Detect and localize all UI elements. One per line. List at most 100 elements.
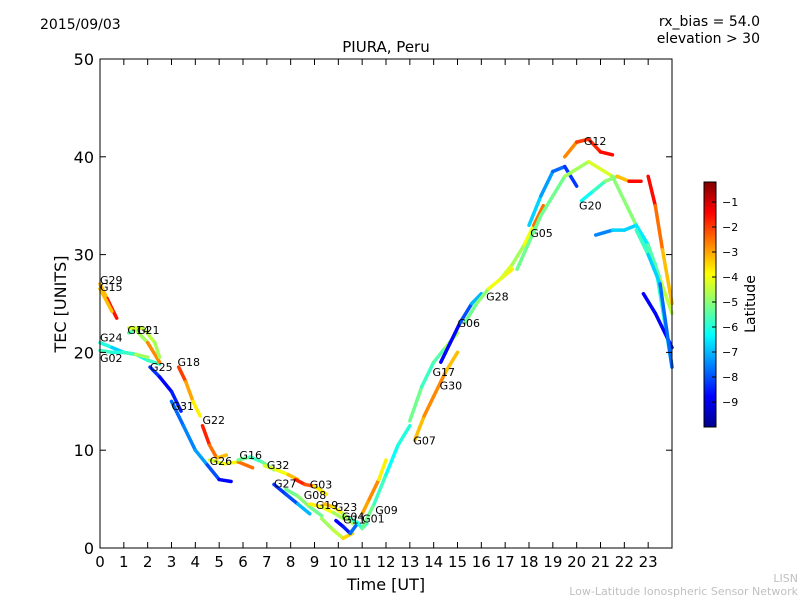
series-segment	[422, 394, 436, 418]
x-tick-label: 2	[143, 553, 153, 571]
x-tick-label: 12	[376, 553, 395, 571]
series-segment	[579, 189, 596, 203]
series-segment	[563, 159, 591, 179]
series-segment	[563, 140, 579, 159]
series-segment	[236, 455, 252, 462]
series-segment	[191, 399, 202, 418]
sat-label-g11: G11	[343, 514, 366, 527]
x-tick-label: 20	[567, 553, 586, 571]
receiver-info: rx_bias = 54.0 elevation > 30	[657, 14, 760, 48]
series-segment	[319, 505, 336, 515]
series-g06	[439, 291, 484, 364]
series-segment	[312, 484, 329, 496]
series-g18b	[634, 228, 674, 369]
x-tick-label: 7	[262, 553, 272, 571]
series-segment	[331, 505, 345, 516]
x-tick-label: 18	[519, 553, 538, 571]
colorbar-tick-label: −7	[722, 346, 738, 359]
sat-label-g02: G02	[100, 352, 123, 365]
x-tick-label: 11	[353, 553, 372, 571]
series-segment	[222, 460, 240, 466]
series-layer	[98, 137, 674, 540]
x-tick-label: 22	[615, 553, 634, 571]
series-segment	[522, 223, 536, 247]
series-segment	[622, 223, 638, 232]
series-segment	[527, 194, 543, 228]
elevation-label: elevation > 30	[656, 31, 760, 47]
series-segment	[272, 482, 288, 496]
chart-title: PIURA, Peru	[342, 38, 429, 56]
x-tick-label: 19	[543, 553, 562, 571]
sat-label-g14: G14	[127, 324, 150, 337]
series-g13	[579, 174, 643, 203]
x-tick-label: 6	[238, 553, 248, 571]
series-segment	[431, 345, 448, 364]
colorbar-tick-label: −3	[722, 246, 738, 259]
series-g23	[322, 502, 355, 526]
series-segment	[307, 505, 324, 518]
series-segment	[539, 169, 555, 198]
x-tick-label: 21	[591, 553, 610, 571]
sat-label-g04: G04	[342, 511, 365, 524]
x-tick-label: 8	[286, 553, 296, 571]
sat-label-g21: G21	[137, 324, 160, 337]
sat-label-g01: G01	[362, 513, 385, 526]
series-segment	[443, 350, 460, 374]
sat-label-g03: G03	[310, 478, 333, 491]
series-segment	[341, 512, 355, 526]
series-g10	[515, 159, 674, 369]
y-tick-label: 50	[74, 50, 94, 69]
sat-label-g20: G20	[579, 200, 602, 213]
series-segment	[176, 365, 188, 384]
series-g18	[176, 365, 202, 418]
series-g07	[360, 424, 412, 531]
x-tick-label: 10	[329, 553, 348, 571]
series-g05	[498, 203, 546, 281]
series-segment	[331, 511, 345, 521]
series-segment	[98, 340, 114, 350]
series-segment	[470, 291, 484, 306]
series-segment	[539, 174, 567, 218]
colorbar-tick-label: −8	[722, 371, 738, 384]
credit-abbr: LISN	[773, 572, 798, 585]
series-segment	[148, 365, 162, 379]
series-segment	[274, 468, 291, 477]
sat-label-g15: G15	[100, 281, 123, 294]
series-g20	[527, 164, 579, 228]
sat-label-g17: G17	[432, 366, 455, 379]
sat-label-g12: G12	[584, 135, 607, 148]
series-segment	[591, 179, 608, 193]
credit-block: LISN Low-Latitude Ionospheric Sensor Net…	[569, 572, 798, 598]
colorbar-tick-label: −6	[722, 321, 738, 334]
series-segment	[653, 311, 669, 340]
sat-label-g27: G27	[274, 477, 297, 490]
series-segment	[145, 340, 162, 364]
series-segment	[348, 521, 360, 536]
series-segment	[377, 458, 388, 482]
sat-label-g05: G05	[530, 227, 553, 240]
series-segment	[515, 213, 543, 272]
series-segment	[169, 389, 183, 413]
series-segment	[615, 174, 631, 183]
y-tick-label: 20	[74, 343, 94, 362]
series-segment	[372, 472, 388, 506]
series-segment	[98, 287, 114, 314]
series-g09	[360, 458, 388, 516]
series-segment	[98, 348, 114, 355]
x-axis-label: Time [UT]	[346, 575, 425, 594]
series-segment	[658, 277, 674, 316]
series-segment	[660, 247, 674, 306]
x-tick-label: 16	[472, 553, 491, 571]
sat-label-g31: G31	[172, 400, 195, 413]
x-tick-label: 13	[400, 553, 419, 571]
series-segment	[551, 164, 567, 174]
series-segment	[574, 137, 591, 144]
colorbar-tick-label: −1	[722, 196, 738, 209]
series-segment	[284, 492, 300, 506]
series-segment	[134, 328, 150, 345]
x-tick-label: 3	[167, 553, 177, 571]
series-g22	[200, 424, 229, 460]
series-segment	[458, 301, 474, 325]
series-g21	[126, 326, 162, 360]
